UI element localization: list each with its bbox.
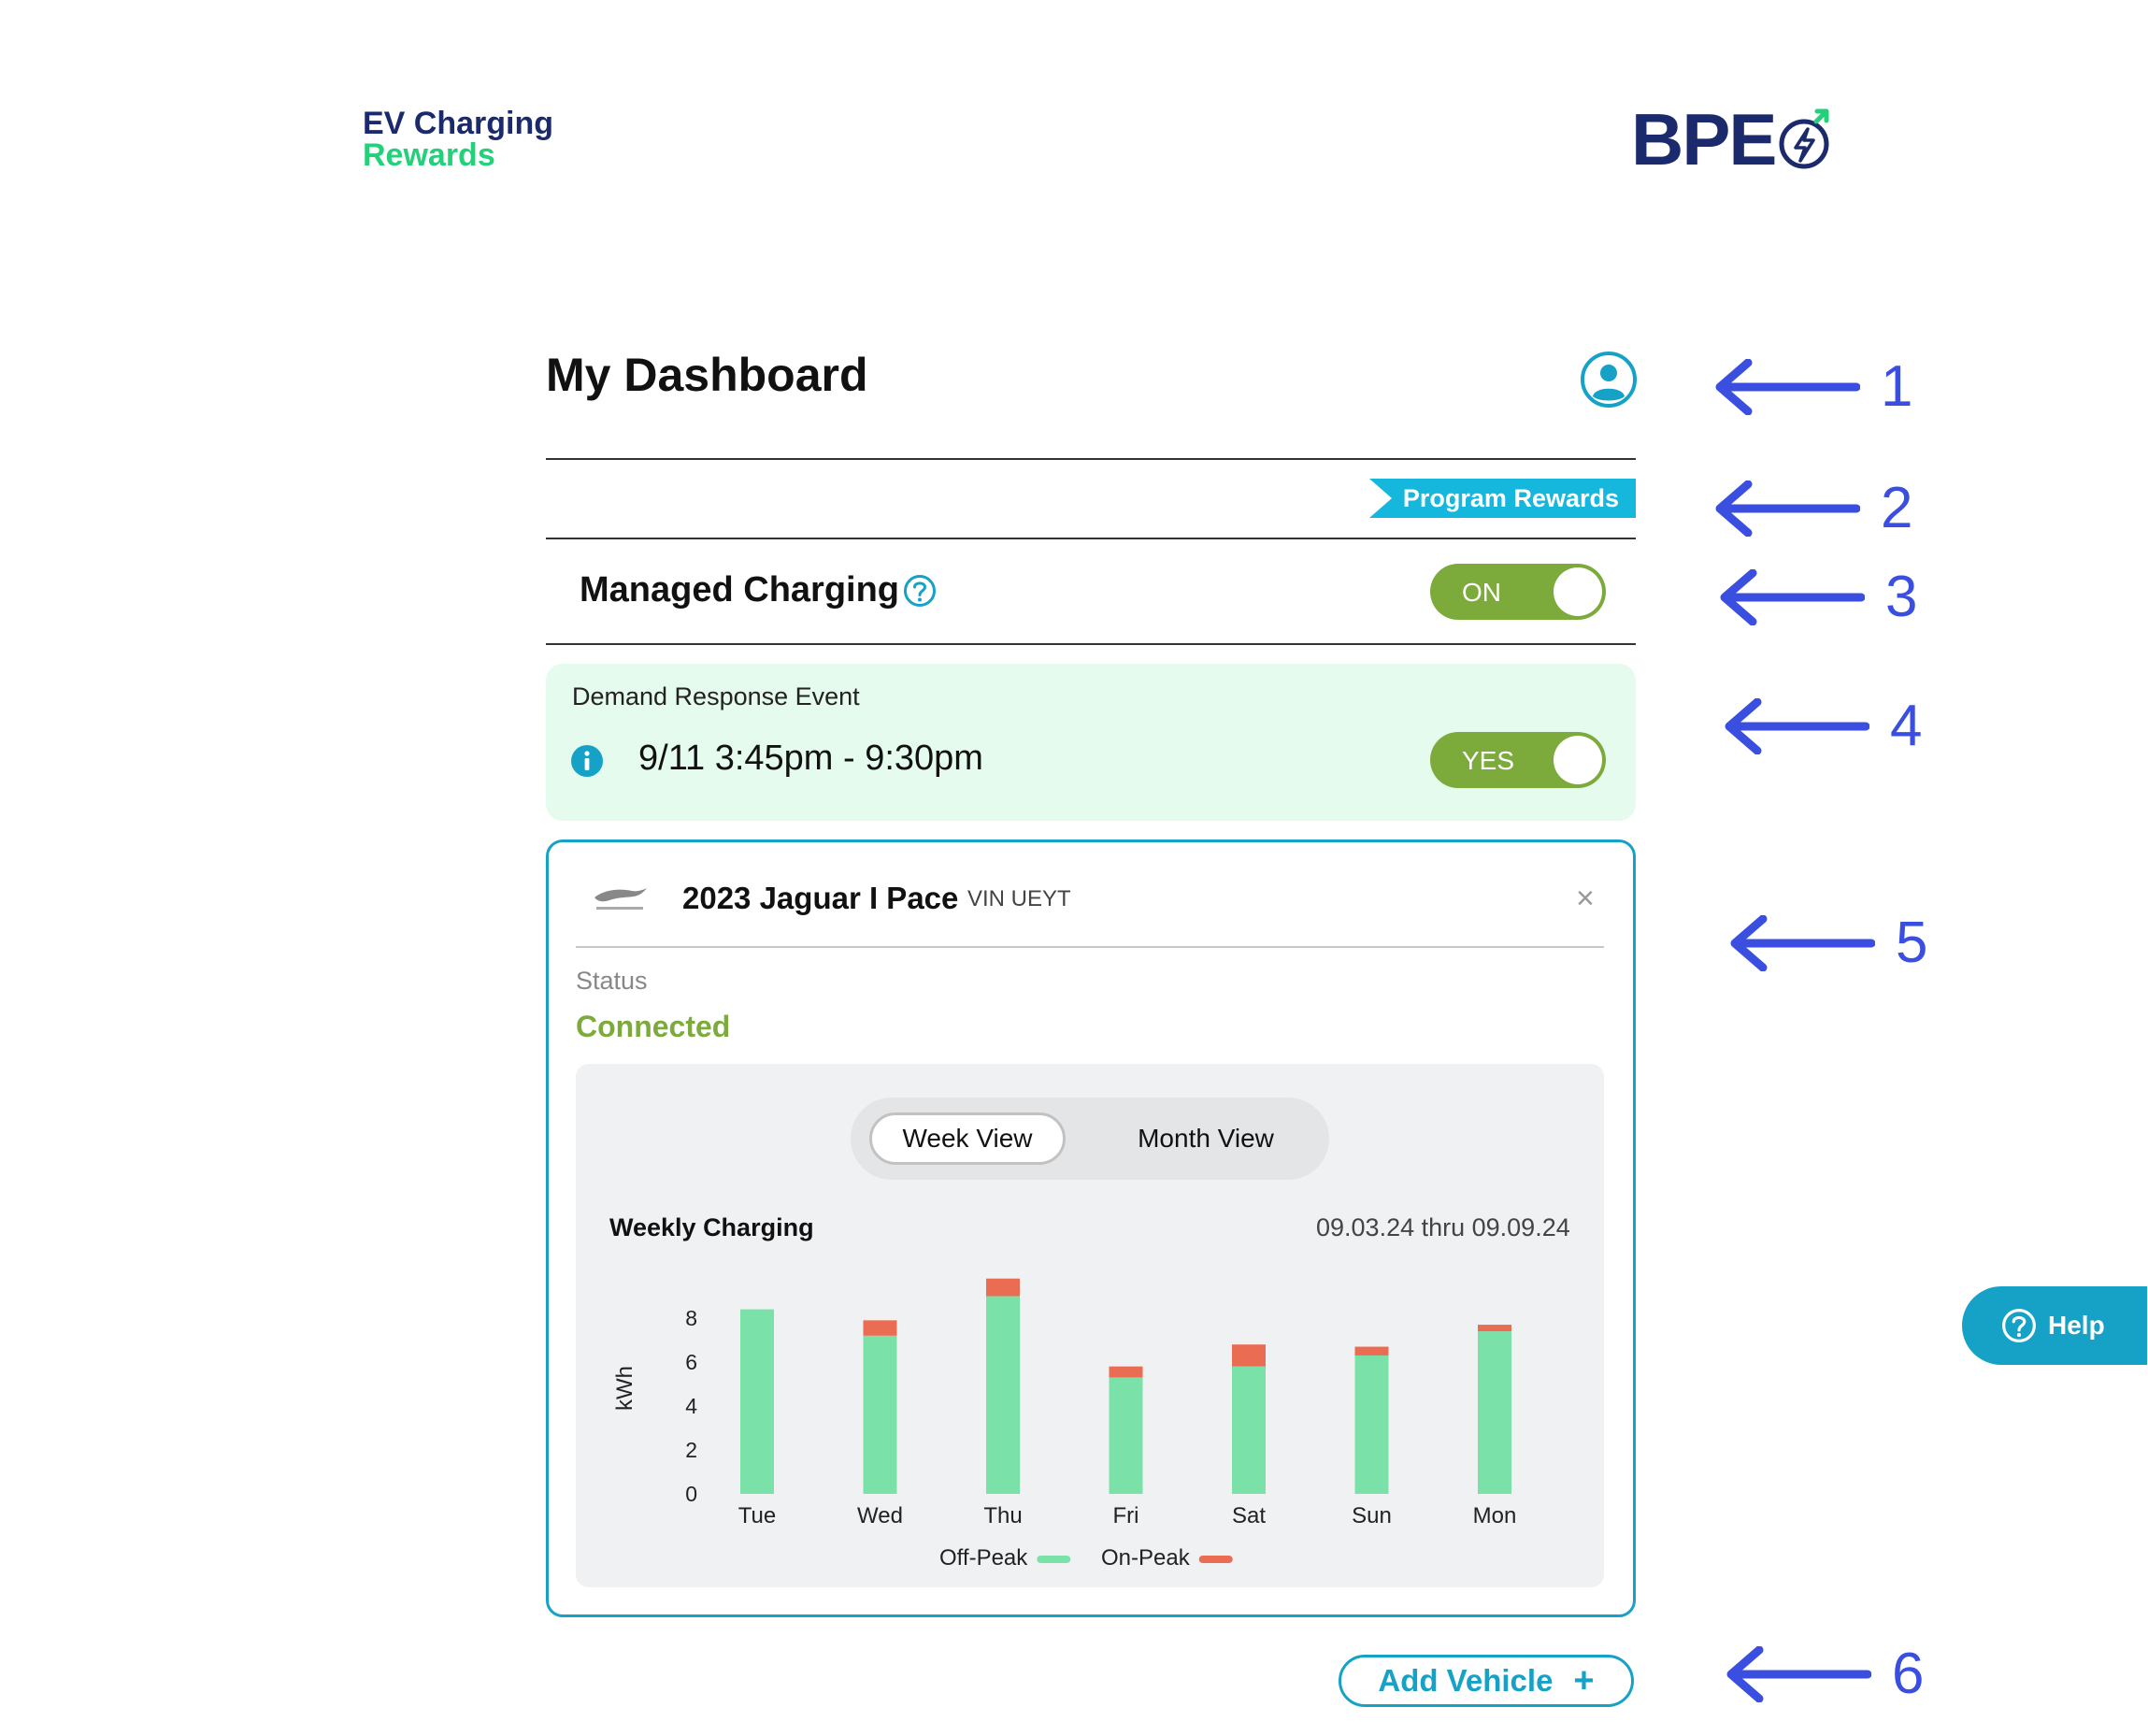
legend-swatch bbox=[1198, 1556, 1233, 1563]
bar-on-peak-fri bbox=[1109, 1366, 1143, 1378]
left-arrow-icon bbox=[1715, 481, 1860, 537]
month-view-tab[interactable]: Month View bbox=[1138, 1124, 1274, 1153]
bar-off-peak-fri bbox=[1109, 1377, 1143, 1494]
annotation-number: 5 bbox=[1896, 911, 1928, 975]
lightning-bolt-icon bbox=[1779, 108, 1829, 169]
bar-on-peak-thu bbox=[986, 1278, 1020, 1297]
help-label: Help bbox=[2048, 1311, 2105, 1340]
annotation-5: 5 bbox=[1726, 914, 1927, 972]
y-tick-label: 8 bbox=[685, 1306, 697, 1330]
program-rewards-label: Program Rewards bbox=[1402, 483, 1619, 512]
annotation-6: 6 bbox=[1722, 1645, 1924, 1703]
bar-off-peak-mon bbox=[1478, 1331, 1511, 1494]
help-button[interactable]: Help bbox=[1962, 1286, 2147, 1365]
divider bbox=[546, 538, 1636, 539]
ev-charging-rewards-logo: EV Charging Rewards bbox=[363, 108, 553, 171]
x-tick-label: Sat bbox=[1232, 1503, 1266, 1528]
toggle-knob bbox=[1554, 736, 1602, 784]
date-range: 09.03.24 thru 09.09.24 bbox=[1316, 1213, 1570, 1241]
x-tick-label: Wed bbox=[857, 1503, 903, 1528]
brand-line1: EV Charging bbox=[363, 106, 554, 141]
divider bbox=[546, 643, 1636, 645]
x-tick-label: Thu bbox=[983, 1503, 1022, 1528]
managed-charging-toggle[interactable]: ON bbox=[1430, 564, 1606, 620]
vehicle-vin: VIN UEYT bbox=[967, 886, 1071, 911]
bar-on-peak-sat bbox=[1232, 1344, 1266, 1367]
card-divider bbox=[576, 946, 1604, 948]
week-view-tab[interactable]: Week View bbox=[869, 1112, 1066, 1165]
legend-label: Off-Peak bbox=[939, 1545, 1028, 1571]
divider bbox=[546, 458, 1636, 460]
legend-swatch bbox=[1037, 1556, 1071, 1563]
annotation-number: 2 bbox=[1881, 476, 1913, 540]
bpe-logo: BPE bbox=[1631, 103, 1833, 176]
page-title: My Dashboard bbox=[546, 349, 868, 401]
annotation-number: 1 bbox=[1881, 354, 1913, 419]
bpe-logo-text: BPE bbox=[1631, 98, 1777, 180]
status-value: Connected bbox=[576, 1010, 731, 1043]
x-tick-label: Mon bbox=[1473, 1503, 1517, 1528]
add-vehicle-label: Add Vehicle bbox=[1378, 1663, 1554, 1698]
left-arrow-icon bbox=[1725, 698, 1869, 754]
managed-charging-label: Managed Charging bbox=[580, 570, 900, 610]
left-arrow-icon bbox=[1715, 359, 1860, 415]
plus-icon: + bbox=[1573, 1661, 1595, 1700]
y-tick-label: 2 bbox=[685, 1438, 697, 1462]
brand-line2: Rewards bbox=[363, 137, 495, 173]
info-icon[interactable] bbox=[570, 744, 604, 778]
bar-off-peak-wed bbox=[863, 1335, 897, 1494]
bar-off-peak-sat bbox=[1232, 1366, 1266, 1494]
y-tick-label: 6 bbox=[685, 1350, 697, 1374]
annotation-4: 4 bbox=[1720, 697, 1922, 755]
y-tick-label: 0 bbox=[685, 1482, 697, 1506]
demand-response-time: 9/11 3:45pm - 9:30pm bbox=[638, 739, 983, 778]
x-tick-label: Tue bbox=[738, 1503, 776, 1528]
bar-off-peak-thu bbox=[986, 1296, 1020, 1494]
bar-on-peak-mon bbox=[1478, 1325, 1511, 1332]
toggle-knob bbox=[1554, 567, 1602, 616]
jaguar-logo-icon bbox=[594, 888, 647, 910]
add-vehicle-button[interactable]: Add Vehicle + bbox=[1339, 1655, 1634, 1707]
y-tick-label: 4 bbox=[685, 1394, 697, 1418]
weekly-charging-chart: kWh 0 2 4 6 8 Tue Wed Thu Fri Sat Sun Mon Off-Peak On-… bbox=[612, 1278, 1517, 1571]
bar-on-peak-sun bbox=[1354, 1346, 1389, 1356]
left-arrow-icon bbox=[1726, 1646, 1871, 1702]
left-arrow-icon bbox=[1720, 569, 1865, 625]
bar-off-peak-tue bbox=[740, 1309, 774, 1494]
demand-response-toggle-label: YES bbox=[1462, 746, 1515, 775]
managed-charging-toggle-label: ON bbox=[1462, 578, 1501, 607]
bar-on-peak-wed bbox=[863, 1320, 897, 1336]
annotation-2: 2 bbox=[1711, 480, 1912, 538]
program-rewards-tag[interactable]: Program Rewards bbox=[1369, 479, 1636, 518]
status-label: Status bbox=[576, 967, 648, 995]
left-arrow-icon bbox=[1730, 915, 1875, 971]
x-tick-label: Sun bbox=[1352, 1503, 1392, 1528]
vehicle-name: 2023 Jaguar I Pace bbox=[682, 881, 959, 915]
annotation-number: 4 bbox=[1890, 694, 1923, 758]
demand-response-toggle[interactable]: YES bbox=[1430, 732, 1606, 788]
weekly-charging-title: Weekly Charging bbox=[609, 1213, 814, 1241]
annotation-3: 3 bbox=[1715, 568, 1917, 626]
help-question-icon bbox=[2002, 1309, 2036, 1342]
y-axis-label: kWh bbox=[612, 1366, 637, 1411]
x-tick-label: Fri bbox=[1113, 1503, 1139, 1528]
annotation-number: 6 bbox=[1892, 1642, 1925, 1706]
annotation-1: 1 bbox=[1711, 358, 1912, 416]
legend-label: On-Peak bbox=[1101, 1545, 1191, 1571]
demand-response-title: Demand Response Event bbox=[572, 682, 860, 710]
question-mark-icon[interactable] bbox=[903, 574, 937, 608]
close-icon[interactable]: × bbox=[1576, 881, 1595, 916]
annotation-number: 3 bbox=[1885, 565, 1918, 629]
bar-off-peak-sun bbox=[1354, 1355, 1389, 1494]
profile-icon[interactable] bbox=[1580, 351, 1638, 409]
